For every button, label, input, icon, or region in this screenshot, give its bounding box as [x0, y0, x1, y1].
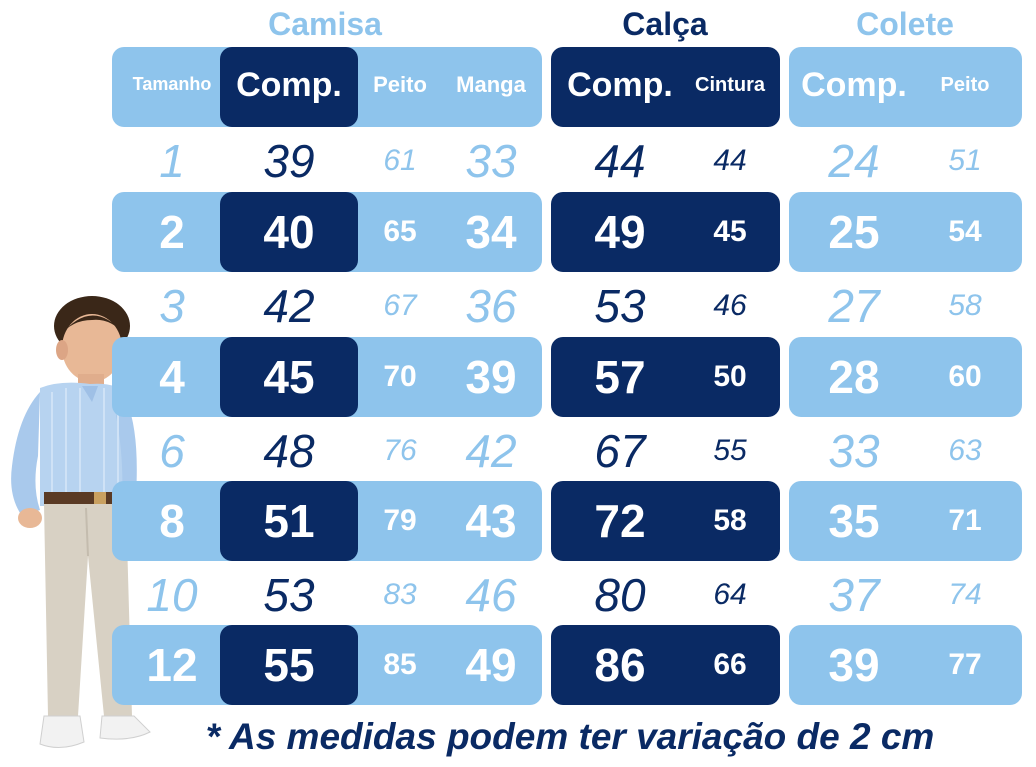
cell-calca-cintura: 45 [713, 215, 747, 248]
cell-calca-cintura: 66 [713, 648, 747, 681]
header-calca-cintura: Cintura [695, 74, 765, 96]
row-band-camisa-comp [220, 625, 358, 705]
cell-camisa-manga: 33 [465, 135, 517, 187]
cell-calca-cintura: 64 [713, 578, 747, 611]
cell-calca-comp: 53 [594, 280, 646, 332]
cell-colete-comp: 27 [828, 280, 880, 332]
row-band-camisa-comp [220, 337, 358, 417]
row-band-colete [789, 192, 1022, 272]
cell-calca-cintura: 44 [713, 144, 747, 177]
header-band-camisa-comp [220, 47, 358, 127]
group-title-camisa: Camisa [268, 6, 382, 42]
footnote: * As medidas podem ter variação de 2 cm [205, 716, 935, 757]
cell-camisa-comp: 42 [263, 280, 315, 332]
cell-colete-comp: 25 [828, 206, 880, 258]
boy-illustration [11, 296, 151, 748]
cell-camisa-comp: 51 [263, 495, 315, 547]
cell-colete-peito: 74 [948, 578, 982, 611]
group-title-calca: Calça [622, 6, 708, 42]
row-band-colete [789, 337, 1022, 417]
cell-calca-comp: 67 [594, 425, 646, 477]
row-band-calca [551, 481, 780, 561]
header-camisa-comp: Comp. [236, 66, 342, 104]
cell-camisa-peito: 70 [383, 360, 417, 393]
row-band-camisa-comp [220, 192, 358, 272]
cell-tamanho: 1 [159, 135, 185, 187]
row-band-calca [551, 337, 780, 417]
cell-colete-peito: 58 [948, 289, 982, 322]
cell-camisa-peito: 67 [383, 289, 417, 322]
cell-calca-comp: 80 [594, 569, 646, 621]
cell-camisa-manga: 39 [465, 351, 517, 403]
cell-colete-peito: 54 [948, 215, 982, 248]
header-band-calca [551, 47, 780, 127]
cell-calca-cintura: 58 [713, 504, 747, 537]
cell-calca-comp: 49 [594, 206, 646, 258]
cell-calca-cintura: 55 [713, 434, 747, 467]
cell-camisa-comp: 55 [263, 639, 315, 691]
cell-colete-comp: 37 [828, 569, 880, 621]
cell-camisa-manga: 34 [465, 206, 517, 258]
cell-colete-comp: 35 [828, 495, 880, 547]
cell-tamanho: 6 [159, 425, 185, 477]
header-colete-peito: Peito [940, 74, 990, 96]
cell-colete-peito: 51 [948, 144, 982, 177]
cell-calca-comp: 44 [594, 135, 646, 187]
cell-calca-comp: 72 [594, 495, 646, 547]
header-colete-comp: Comp. [801, 66, 907, 104]
row-band-colete [789, 625, 1022, 705]
header-camisa-peito: Peito [373, 72, 427, 97]
cell-camisa-comp: 40 [263, 206, 315, 258]
cell-tamanho: 12 [146, 639, 198, 691]
cell-camisa-peito: 65 [383, 215, 417, 248]
cell-camisa-peito: 83 [383, 578, 417, 611]
header-band-colete [789, 47, 1022, 127]
cell-calca-comp: 57 [594, 351, 646, 403]
cell-camisa-comp: 45 [263, 351, 315, 403]
header-camisa-manga: Manga [456, 72, 526, 97]
cell-tamanho: 3 [159, 280, 185, 332]
cell-colete-peito: 71 [948, 504, 982, 537]
cell-calca-comp: 86 [594, 639, 646, 691]
header-tamanho: Tamanho [132, 74, 212, 94]
cell-camisa-manga: 42 [465, 425, 517, 477]
cell-colete-comp: 28 [828, 351, 880, 403]
cell-colete-peito: 60 [948, 360, 982, 393]
cell-camisa-manga: 46 [465, 569, 517, 621]
cell-tamanho: 2 [159, 206, 185, 258]
cell-colete-comp: 33 [828, 425, 880, 477]
row-band-camisa-comp [220, 481, 358, 561]
cell-camisa-peito: 85 [383, 648, 417, 681]
row-band-calca [551, 192, 780, 272]
cell-colete-peito: 63 [948, 434, 982, 467]
cell-calca-cintura: 46 [713, 289, 747, 322]
cell-camisa-peito: 79 [383, 504, 417, 537]
cell-colete-comp: 24 [828, 135, 880, 187]
cell-camisa-peito: 61 [383, 144, 417, 177]
row-band-colete [789, 481, 1022, 561]
group-title-colete: Colete [856, 6, 954, 42]
cell-colete-comp: 39 [828, 639, 880, 691]
cell-camisa-comp: 48 [263, 425, 315, 477]
cell-colete-peito: 77 [948, 648, 982, 681]
cell-tamanho: 8 [159, 495, 185, 547]
cell-tamanho: 10 [146, 569, 198, 621]
cell-camisa-manga: 49 [465, 639, 517, 691]
cell-camisa-comp: 53 [263, 569, 315, 621]
cell-camisa-comp: 39 [263, 135, 315, 187]
cell-camisa-manga: 43 [465, 495, 517, 547]
cell-camisa-peito: 76 [383, 434, 417, 467]
header-calca-comp: Comp. [567, 66, 673, 104]
cell-camisa-manga: 36 [465, 280, 517, 332]
row-band-calca [551, 625, 780, 705]
cell-tamanho: 4 [159, 351, 185, 403]
cell-calca-cintura: 50 [713, 360, 747, 393]
